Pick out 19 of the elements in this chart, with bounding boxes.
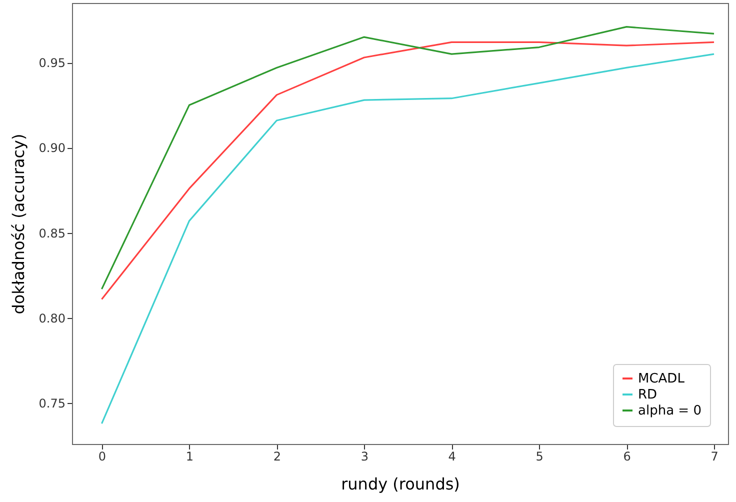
y-axis-title: dokładność (accuracy) [8, 134, 28, 314]
x-tick-label: 2 [273, 450, 281, 464]
x-tick-label: 0 [98, 450, 106, 464]
x-tick-label: 1 [186, 450, 194, 464]
y-tick-label: 0.80 [38, 312, 66, 326]
x-tick-label: 6 [623, 450, 631, 464]
x-tick-label: 3 [360, 450, 368, 464]
legend-label: RD [638, 388, 658, 402]
x-tick-label: 5 [536, 450, 544, 464]
y-tick-label: 0.95 [38, 56, 66, 70]
y-tick-label: 0.85 [38, 226, 66, 240]
legend-label: MCADL [638, 372, 686, 386]
legend-label: alpha = 0 [638, 404, 702, 418]
x-tick-label: 4 [448, 450, 456, 464]
line-series [100, 53, 715, 424]
y-tick-label: 0.75 [38, 396, 66, 411]
x-axis-title: rundy (rounds) [341, 474, 460, 494]
y-tick-label: 0.90 [38, 141, 66, 156]
x-tick-label: 7 [710, 450, 718, 464]
